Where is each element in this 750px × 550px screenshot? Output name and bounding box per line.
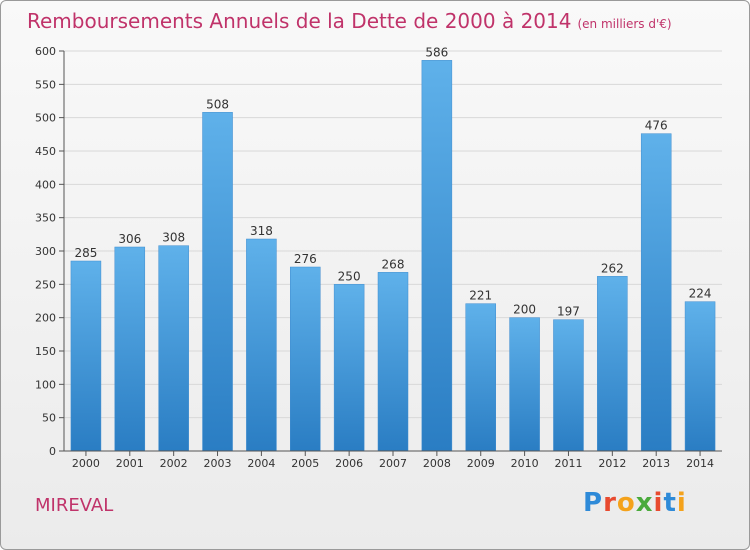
- logo-letter: r: [603, 488, 617, 518]
- x-tick-label: 2011: [554, 457, 582, 470]
- data-label: 262: [601, 261, 624, 275]
- y-tick-label: 550: [35, 78, 56, 91]
- logo-letter: x: [635, 488, 654, 518]
- y-tick-label: 500: [35, 112, 56, 125]
- data-label: 250: [338, 269, 361, 283]
- logo-letter: i: [676, 488, 687, 518]
- x-tick-label: 2009: [467, 457, 495, 470]
- data-label: 586: [425, 45, 448, 59]
- data-label: 268: [382, 257, 405, 271]
- y-tick-label: 150: [35, 345, 56, 358]
- chart-title: Remboursements Annuels de la Dette de 20…: [27, 9, 672, 33]
- bar: [640, 133, 672, 452]
- x-tick-label: 2014: [686, 457, 714, 470]
- bar: [377, 272, 409, 452]
- bar: [465, 303, 496, 452]
- bar: [421, 60, 453, 452]
- chart-title-text: Remboursements Annuels de la Dette de 20…: [27, 9, 572, 33]
- data-label: 197: [557, 305, 580, 319]
- logo-letter: i: [653, 488, 664, 518]
- data-labels: 285 306 308 508 318 276 250 268 586 221 200 197 262 4…: [74, 45, 711, 318]
- data-label: 318: [250, 224, 273, 238]
- bar: [553, 319, 584, 452]
- bar: [333, 284, 365, 452]
- bar: [158, 245, 189, 452]
- y-tick-label: 200: [35, 312, 56, 325]
- data-label: 308: [162, 231, 185, 245]
- chart-subtitle: (en milliers d'€): [577, 17, 672, 31]
- bar: [597, 276, 628, 452]
- y-tick-label: 350: [35, 212, 56, 225]
- x-tick-label: 2003: [204, 457, 232, 470]
- y-tick-label: 600: [35, 45, 56, 58]
- data-label: 285: [74, 246, 97, 260]
- x-tick-label: 2010: [511, 457, 539, 470]
- bar: [114, 246, 146, 452]
- logo-letter: t: [663, 488, 677, 518]
- logo-letter: P: [583, 488, 604, 518]
- bar: [509, 317, 540, 452]
- x-tick-label: 2004: [247, 457, 275, 470]
- x-tick-label: 2007: [379, 457, 407, 470]
- data-label: 306: [118, 232, 141, 246]
- bar: [202, 112, 233, 452]
- y-tick-label: 450: [35, 145, 56, 158]
- data-label: 224: [689, 287, 712, 301]
- bars: [70, 60, 716, 452]
- data-label: 221: [469, 289, 492, 303]
- y-tick-label: 250: [35, 278, 56, 291]
- bar: [290, 266, 321, 452]
- data-label: 276: [294, 252, 317, 266]
- x-tick-label: 2008: [423, 457, 451, 470]
- x-tick-label: 2006: [335, 457, 363, 470]
- y-tick-label: 300: [35, 245, 56, 258]
- bar: [246, 238, 277, 452]
- x-tick-label: 2012: [598, 457, 626, 470]
- commune-name: MIREVAL: [35, 495, 114, 516]
- logo-letter: o: [616, 488, 636, 518]
- proxiti-logo: Proxiti: [583, 488, 687, 518]
- x-tick-label: 2005: [291, 457, 319, 470]
- x-tick-label: 2001: [116, 457, 144, 470]
- y-tick-label: 100: [35, 378, 56, 391]
- axes: 0 50 100 150 200 250 300 350 400 450 500 550 600 2000…: [35, 45, 722, 470]
- data-label: 476: [645, 119, 668, 133]
- x-tick-label: 2013: [642, 457, 670, 470]
- y-tick-label: 400: [35, 178, 56, 191]
- data-label: 508: [206, 97, 229, 111]
- x-tick-label: 2002: [160, 457, 188, 470]
- y-tick-label: 0: [49, 445, 56, 458]
- data-label: 200: [513, 303, 536, 317]
- bar: [684, 301, 716, 452]
- x-tick-label: 2000: [72, 457, 100, 470]
- y-tick-label: 50: [42, 412, 56, 425]
- bar: [70, 260, 102, 452]
